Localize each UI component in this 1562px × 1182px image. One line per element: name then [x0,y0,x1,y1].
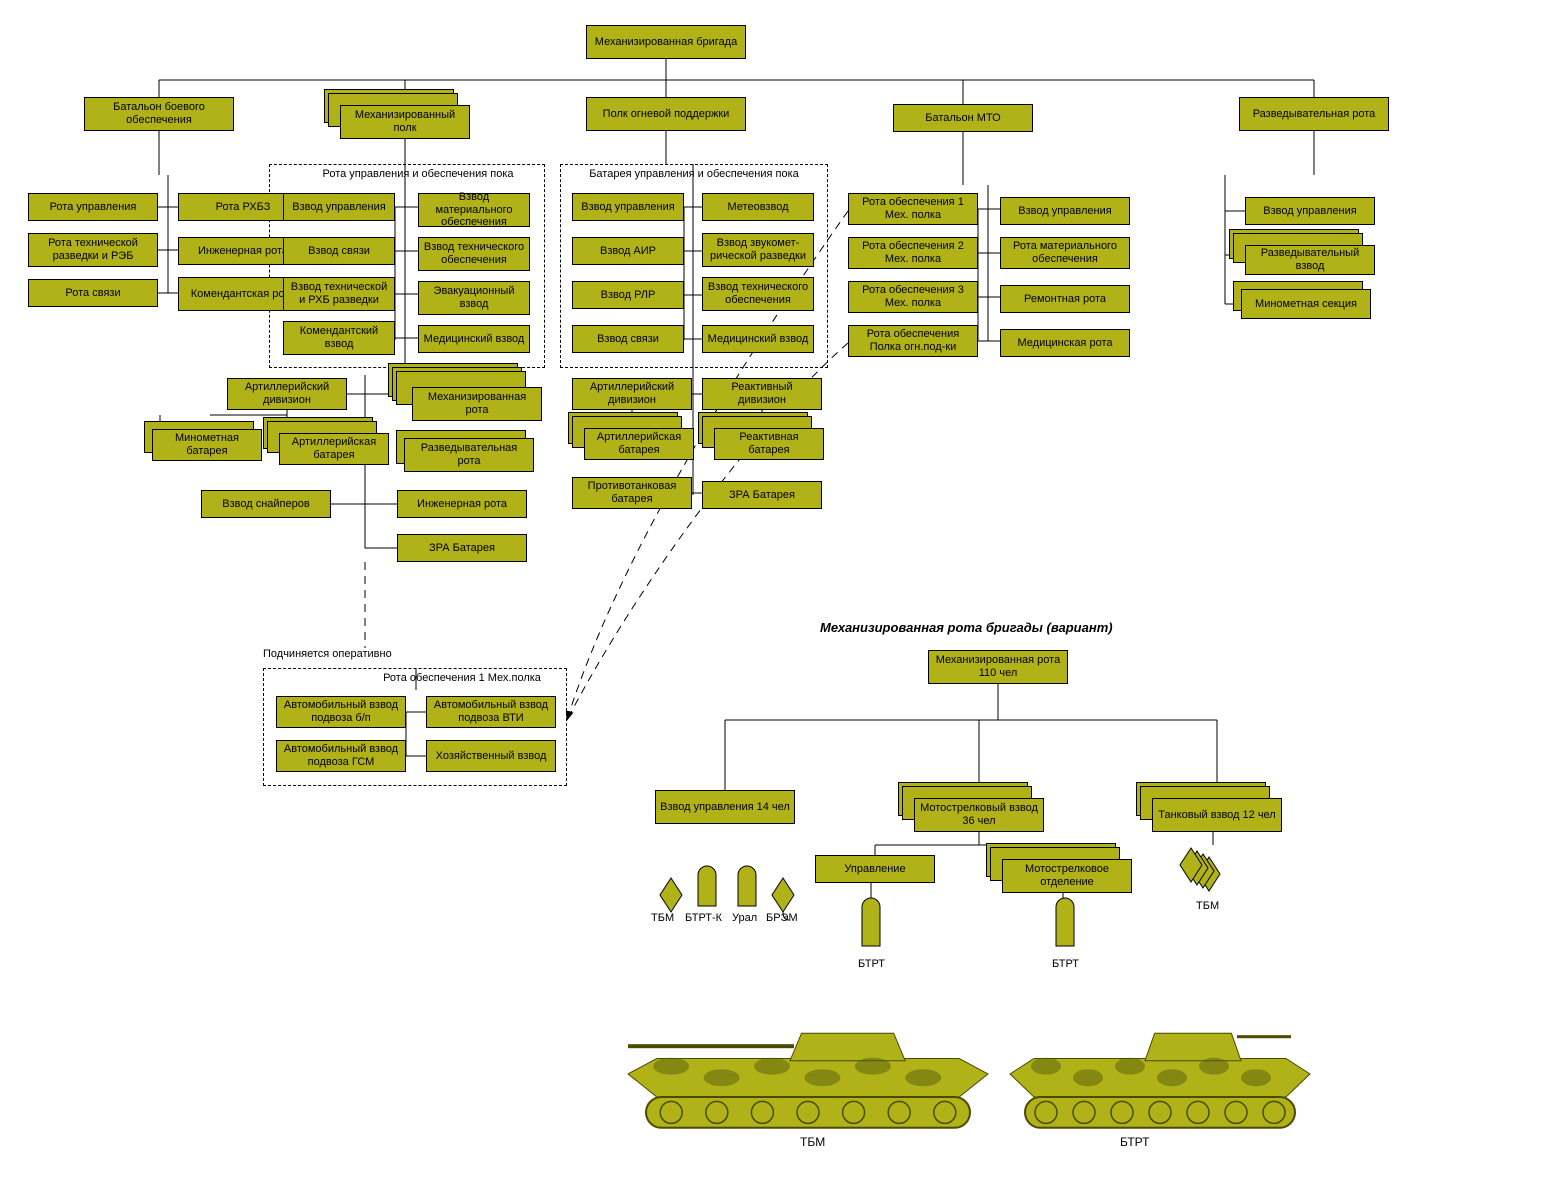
diamond-icon [772,878,794,912]
node-pop-l3: Взвод РЛР [572,281,684,309]
label-lbl-tbm: ТБМ [651,912,674,924]
node-mp-r4: Медицинский взвод [418,325,530,353]
node-pop-l2: Взвод АИР [572,237,684,265]
label-lbl-btrtk: БТРТ-К [685,912,722,924]
node-bbo-l2: Рота технической разведки и РЭБ [28,233,158,267]
node-bbo-l3: Рота связи [28,279,158,307]
bullet-icon [738,866,756,906]
node-root: Механизированная бригада [586,25,746,59]
bullet-icon [698,866,716,906]
node-mto-l3: Рота обеспечения 3 Мех. полка [848,281,978,313]
node-sup-l1: Автомобильный взвод подвоза б/п [276,696,406,728]
label-lbl-operativno: Подчиняется оперативно [263,648,392,660]
node-pop-l1: Взвод управления [572,193,684,221]
group-title-grp-pop: Батарея управления и обеспечения пока [580,168,808,180]
node-mp-minbat: Минометная батарея [152,429,262,461]
node-rr-r1: Взвод управления [1245,197,1375,225]
node-mechpolk: Механизированный полк [340,105,470,139]
connector [848,209,1000,341]
label-lbl-btrt2: БТРТ [1052,958,1079,970]
label-lbl-ural: Урал [732,912,757,924]
node-mto-r3: Ремонтная рота [1000,285,1130,313]
node-pop-artdiv: Артиллерийский дивизион [572,378,692,410]
vehicle-tank-btrt [1010,1033,1310,1128]
node-rr-r2: Разведывательный взвод [1245,245,1375,275]
node-pop-r1: Метеовзвод [702,193,814,221]
node-pop-r4: Медицинский взвод [702,325,814,353]
node-mto-l4: Рота обеспечения Полка огн.под-ки [848,325,978,357]
node-mp-artdiv: Артиллерийский дивизион [227,378,347,410]
node-v-motsec: Мотострелковое отделение [1002,859,1132,893]
vehicle-tank-tbm [628,1033,988,1128]
node-mto-r1: Взвод управления [1000,197,1130,225]
node-mto-r2: Рота материального обеспечения [1000,237,1130,269]
node-mp-r2: Взвод технического обеспечения [418,237,530,271]
node-pop-r2: Взвод звукомет-рической разведки [702,233,814,267]
node-mto-l2: Рота обеспечения 2 Мех. полка [848,237,978,269]
label-lbl-tbm3: ТБМ [800,1135,825,1149]
node-mp-l2: Взвод связи [283,237,395,265]
node-mp-razvedrota: Разведывательная рота [404,438,534,472]
node-mp-ingrota: Инженерная рота [397,490,527,518]
diagram-stage: Рота управления и обеспечения пока Батаре… [0,0,1562,1182]
node-mp-r1: Взвод материального обеспечения [418,193,530,227]
node-mto: Батальон МТО [893,104,1033,132]
node-mto-r4: Медицинская рота [1000,329,1130,357]
node-bbo: Батальон боевого обеспечения [84,97,234,131]
label-lbl-brem: БРЭМ [766,912,798,924]
node-v-root: Механизированная рота 110 чел [928,650,1068,684]
node-mp-l4: Комендантский взвод [283,321,395,355]
node-pop-ptbat: Противотанковая батарея [572,477,692,509]
label-lbl-btrt3: БТРТ [1120,1135,1149,1149]
variant-title: Механизированная рота бригады (вариант) [820,620,1113,635]
label-lbl-tbm2: ТБМ [1196,900,1219,912]
node-pop-l4: Взвод связи [572,325,684,353]
node-mp-l1: Взвод управления [283,193,395,221]
node-mp-snaip: Взвод снайперов [201,490,331,518]
node-pop-zra: ЗРА Батарея [702,481,822,509]
node-pop: Полк огневой поддержки [586,97,746,131]
node-v-mgmt: Управление [815,855,935,883]
node-pop-reactbat: Реактивная батарея [714,428,824,460]
node-mto-l1: Рота обеспечения 1 Мех. полка [848,193,978,225]
node-razvedrota: Разведывательная рота [1239,97,1389,131]
node-pop-r3: Взвод технического обеспечения [702,277,814,311]
node-bbo-l1: Рота управления [28,193,158,221]
connector [365,504,397,548]
node-mp-l3: Взвод технической и РХБ разведки [283,277,395,311]
label-lbl-btrt1: БТРТ [858,958,885,970]
node-v-tank: Танковый взвод 12 чел [1152,798,1282,832]
node-pop-artbat: Артиллерийская батарея [584,428,694,460]
bullet-icon [1056,898,1074,946]
node-v-motor: Мотострелковый взвод 36 чел [914,798,1044,832]
node-mp-zra: ЗРА Батарея [397,534,527,562]
node-sup-l2: Автомобильный взвод подвоза ГСМ [276,740,406,772]
node-sup-r2: Хозяйственный взвод [426,740,556,772]
bullet-icon [862,898,880,946]
node-sup-r1: Автомобильный взвод подвоза ВТИ [426,696,556,728]
node-mp-mechrota: Механизированная рота [412,387,542,421]
node-mp-artbat: Артиллерийская батарея [279,433,389,465]
diamond-icon [660,878,682,912]
group-title-grp-mechpolk: Рота управления и обеспечения пока [300,168,536,180]
node-rr-r3: Минометная секция [1241,289,1371,319]
node-pop-reactdiv: Реактивный дивизион [702,378,822,410]
node-v-upr: Взвод управления 14 чел [655,790,795,824]
node-mp-r3: Эвакуационный взвод [418,281,530,315]
group-title-grp-supply: Рота обеспечения 1 Мех.полка [330,672,594,684]
